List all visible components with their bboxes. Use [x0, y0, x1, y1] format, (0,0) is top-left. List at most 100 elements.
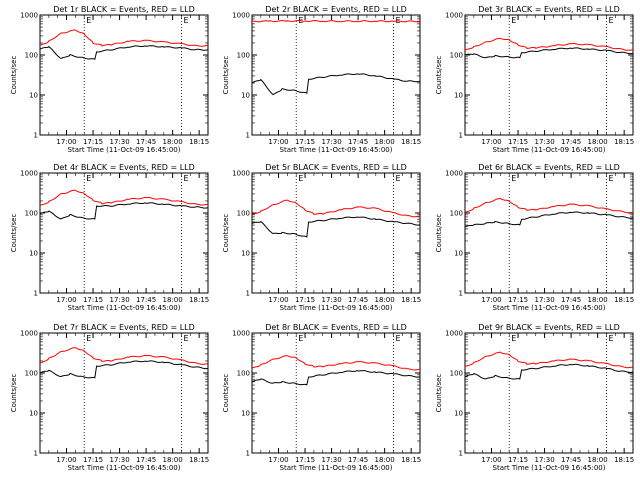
- y-tick-label: 1000: [445, 170, 463, 178]
- event-marker-label: E: [298, 174, 303, 183]
- x-axis-label: Start Time (11-Oct-09 16:45:00): [68, 146, 181, 154]
- x-tick-label: 17:30: [109, 296, 129, 304]
- y-tick-label: 100: [237, 52, 250, 60]
- plot-frame: [464, 14, 634, 136]
- x-tick-label: 17:45: [136, 138, 156, 146]
- x-tick-label: 18:00: [375, 138, 395, 146]
- y-tick-label: 1000: [232, 12, 250, 20]
- x-tick-label: 17:15: [83, 296, 103, 304]
- events-series-line: [251, 73, 421, 96]
- x-axis-label: Start Time (11-Oct-09 16:45:00): [493, 304, 606, 312]
- x-tick-label: 18:00: [375, 296, 395, 304]
- event-marker-label: E: [183, 334, 188, 343]
- x-tick-label: 17:45: [348, 296, 368, 304]
- x-tick-label: 18:15: [614, 296, 634, 304]
- lld-series-line: [464, 197, 634, 214]
- event-marker-label: E: [395, 334, 400, 343]
- events-series-line: [39, 45, 209, 60]
- chart-panel: Det 8r BLACK = Events, RED = LLD E E 1 10 100…: [222, 323, 421, 472]
- y-tick-label: 10: [454, 92, 463, 100]
- y-tick-label: 100: [25, 52, 38, 60]
- x-axis-label: Start Time (11-Oct-09 16:45:00): [493, 146, 606, 154]
- plot-frame: [251, 14, 421, 136]
- y-tick-label: 1000: [20, 12, 38, 20]
- x-axis-label: Start Time (11-Oct-09 16:45:00): [68, 304, 181, 312]
- lld-series-line: [464, 351, 634, 369]
- x-tick-label: 18:15: [401, 138, 421, 146]
- event-marker-label: E: [511, 334, 516, 343]
- plot-frame: [39, 332, 209, 454]
- events-series-line: [464, 211, 634, 228]
- y-tick-label: 1000: [20, 330, 38, 338]
- x-tick-label: 17:30: [534, 456, 554, 464]
- plot-frame: [464, 172, 634, 294]
- x-tick-label: 18:15: [401, 296, 421, 304]
- x-tick-label: 17:15: [295, 296, 315, 304]
- y-tick-label: 10: [29, 410, 38, 418]
- y-tick-label: 100: [25, 210, 38, 218]
- events-series-line: [39, 360, 209, 379]
- x-tick-label: 17:15: [508, 138, 528, 146]
- x-tick-label: 18:00: [163, 138, 183, 146]
- event-marker-label: E: [608, 174, 613, 183]
- y-tick-label: 1000: [232, 170, 250, 178]
- chart-panel: Det 4r BLACK = Events, RED = LLD E E 1 10 100…: [10, 163, 209, 312]
- chart-title: Det 4r BLACK = Events, RED = LLD: [53, 163, 195, 172]
- x-tick-label: 18:15: [189, 138, 209, 146]
- chart-panel: Det 6r BLACK = Events, RED = LLD E E 1 10 100…: [435, 163, 634, 312]
- chart-title: Det 6r BLACK = Events, RED = LLD: [478, 163, 620, 172]
- x-tick-label: 17:30: [321, 456, 341, 464]
- y-axis-label: Counts/sec: [435, 374, 443, 413]
- y-tick-label: 1: [34, 290, 38, 298]
- x-tick-label: 18:15: [189, 456, 209, 464]
- x-tick-label: 17:00: [56, 138, 76, 146]
- y-tick-label: 100: [450, 210, 463, 218]
- y-tick-label: 10: [454, 410, 463, 418]
- lld-series-line: [464, 37, 634, 51]
- events-series-line: [464, 363, 634, 380]
- y-axis-label: Counts/sec: [10, 56, 18, 95]
- x-tick-label: 17:45: [561, 456, 581, 464]
- chart-panel: Det 1r BLACK = Events, RED = LLD E E 1 10 100…: [10, 5, 209, 154]
- y-tick-label: 10: [29, 92, 38, 100]
- x-tick-label: 17:45: [561, 296, 581, 304]
- y-tick-label: 1: [34, 132, 38, 140]
- y-tick-label: 100: [25, 370, 38, 378]
- event-marker-label: E: [608, 334, 613, 343]
- lld-series-line: [252, 19, 421, 23]
- chart-title: Det 7r BLACK = Events, RED = LLD: [53, 323, 195, 332]
- y-tick-label: 100: [237, 370, 250, 378]
- x-tick-label: 17:00: [56, 456, 76, 464]
- x-tick-label: 18:00: [163, 456, 183, 464]
- event-marker-label: E: [86, 16, 91, 25]
- x-tick-label: 17:00: [481, 138, 501, 146]
- x-tick-label: 17:00: [481, 296, 501, 304]
- y-tick-label: 1000: [20, 170, 38, 178]
- event-marker-label: E: [183, 16, 188, 25]
- y-tick-label: 1: [459, 132, 463, 140]
- lld-series-line: [39, 189, 209, 206]
- x-axis-label: Start Time (11-Oct-09 16:45:00): [280, 146, 393, 154]
- plot-frame: [251, 332, 421, 454]
- y-axis-label: Counts/sec: [222, 56, 230, 95]
- x-tick-label: 17:00: [268, 138, 288, 146]
- x-tick-label: 17:30: [109, 456, 129, 464]
- x-tick-label: 17:45: [136, 296, 156, 304]
- x-tick-label: 18:00: [588, 138, 608, 146]
- chart-title: Det 3r BLACK = Events, RED = LLD: [478, 5, 620, 14]
- chart-title: Det 9r BLACK = Events, RED = LLD: [478, 323, 620, 332]
- y-tick-label: 100: [237, 210, 250, 218]
- x-tick-label: 18:00: [588, 456, 608, 464]
- chart-panel: Det 7r BLACK = Events, RED = LLD E E 1 10 100…: [10, 323, 209, 472]
- y-tick-label: 1000: [445, 330, 463, 338]
- event-marker-label: E: [298, 334, 303, 343]
- y-tick-label: 100: [450, 52, 463, 60]
- x-axis-label: Start Time (11-Oct-09 16:45:00): [280, 464, 393, 472]
- x-tick-label: 17:45: [561, 138, 581, 146]
- x-axis-label: Start Time (11-Oct-09 16:45:00): [280, 304, 393, 312]
- x-tick-label: 17:15: [83, 456, 103, 464]
- events-series-line: [251, 216, 421, 238]
- x-tick-label: 17:15: [508, 296, 528, 304]
